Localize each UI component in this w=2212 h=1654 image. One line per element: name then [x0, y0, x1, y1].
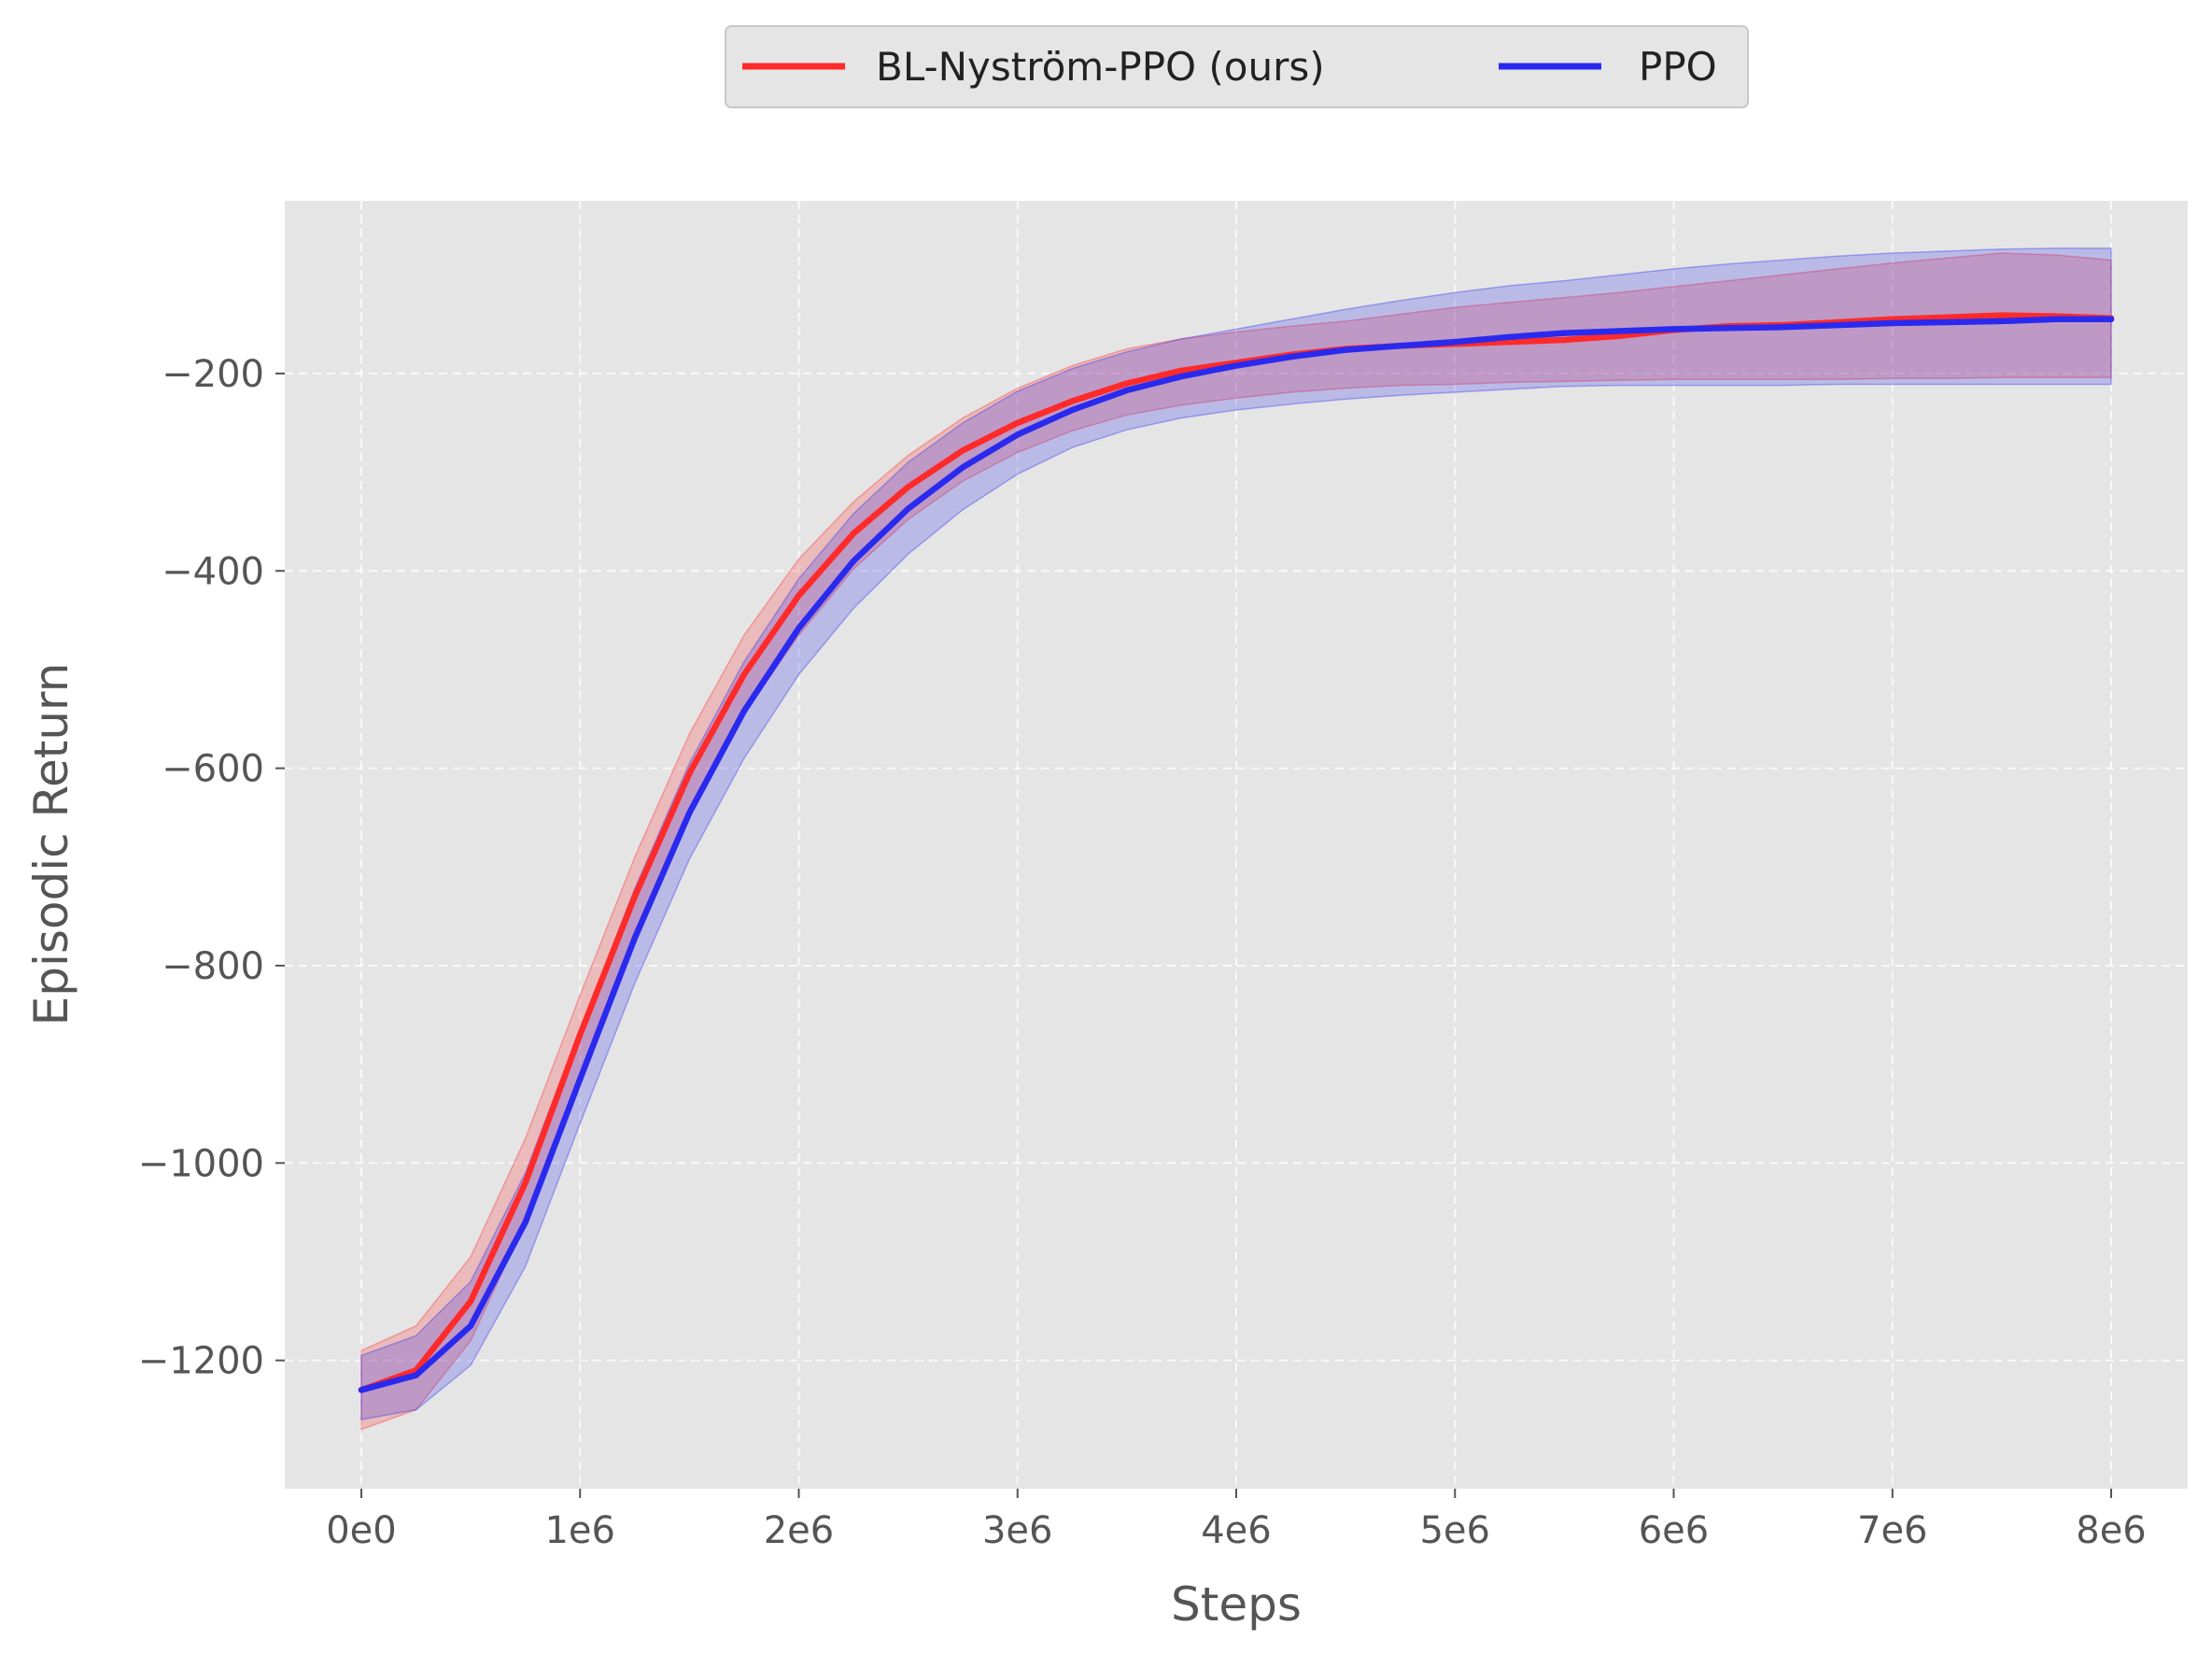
- legend: BL-Nyström-PPO (ours) PPO: [725, 25, 1749, 108]
- confidence-bands: [360, 247, 2112, 1431]
- confidence-band-bl-nystr-m-ppo-ours: [360, 252, 2112, 1431]
- x-tick-label: 1e6: [544, 1509, 615, 1552]
- x-tick-label: 6e6: [1639, 1509, 1710, 1552]
- y-tick-label: −1200: [138, 1340, 264, 1383]
- y-tick-label: −800: [162, 945, 264, 988]
- legend-label-ppo: PPO: [1639, 44, 1717, 90]
- legend-label-bl-nystrom-ppo: BL-Nyström-PPO (ours): [876, 44, 1325, 90]
- y-tick-label: −400: [162, 550, 264, 593]
- y-axis-title: Episodic Return: [24, 663, 78, 1026]
- grid-lines: [285, 201, 2188, 1489]
- x-tick-label: 4e6: [1201, 1509, 1272, 1552]
- x-tick-label: 8e6: [2076, 1509, 2147, 1552]
- x-tick-label: 5e6: [1419, 1509, 1490, 1552]
- y-axis-ticks: −1200 −1000 −800 −600 −400 −200: [138, 353, 285, 1383]
- series-line-ppo: [358, 316, 2115, 1393]
- confidence-band-ppo: [360, 247, 2112, 1421]
- x-axis-ticks: 0e0 1e6 2e6 3e6 4e6 5e6 6e6 7e6 8e6: [326, 1489, 2147, 1552]
- x-tick-label: 7e6: [1857, 1509, 1928, 1552]
- y-tick-label: −1000: [138, 1142, 264, 1185]
- x-axis-title: Steps: [1171, 1577, 1302, 1632]
- x-tick-label: 0e0: [326, 1509, 397, 1552]
- y-tick-label: −600: [162, 748, 264, 791]
- x-tick-label: 3e6: [982, 1509, 1053, 1552]
- y-tick-label: −200: [162, 353, 264, 396]
- series-lines: [358, 312, 2115, 1393]
- x-tick-label: 2e6: [764, 1509, 835, 1552]
- legend-box: [725, 25, 1749, 108]
